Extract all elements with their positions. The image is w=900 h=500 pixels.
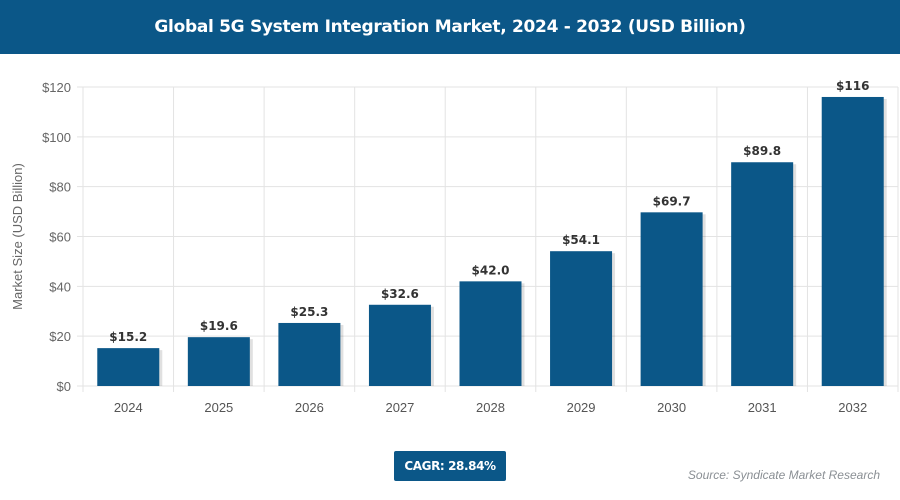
y-tick-label: $80 [49,180,71,195]
x-tick-label: 2025 [204,400,233,415]
source-note: Source: Syndicate Market Research [687,468,880,482]
x-tick-label: 2026 [295,400,324,415]
bar [550,251,613,386]
cagr-badge: CAGR: 28.84% [394,451,506,481]
x-tick-label: 2024 [114,400,143,415]
y-tick-label: $60 [49,230,71,245]
y-tick-label: $40 [49,279,71,294]
bar [640,212,703,386]
x-tick-label: 2028 [476,400,505,415]
data-label: $89.8 [743,144,781,158]
data-label: $25.3 [290,305,328,319]
cagr-text: CAGR: 28.84% [404,459,496,473]
data-label: $19.6 [200,319,238,333]
data-label: $69.7 [653,194,691,208]
y-axis-label: Market Size (USD Billion) [10,163,25,310]
bar [459,281,522,386]
chart-title-banner: Global 5G System Integration Market, 202… [0,0,900,54]
y-tick-label: $100 [42,130,71,145]
y-tick-label: $120 [42,80,71,95]
data-label: $42.0 [472,263,510,277]
bar [97,348,160,386]
x-tick-label: 2029 [567,400,596,415]
y-tick-label: $0 [57,379,71,394]
y-tick-label: $20 [49,329,71,344]
data-label: $32.6 [381,287,419,301]
data-label: $15.2 [109,330,147,344]
bar [187,337,250,386]
x-tick-label: 2030 [657,400,686,415]
x-tick-label: 2032 [838,400,867,415]
bar [278,322,341,386]
bar [821,96,884,386]
data-label: $116 [836,79,869,93]
bar [368,304,431,386]
x-tick-label: 2031 [748,400,777,415]
bar [731,162,794,386]
chart-title: Global 5G System Integration Market, 202… [154,17,746,37]
data-label: $54.1 [562,233,600,247]
x-tick-label: 2027 [385,400,414,415]
